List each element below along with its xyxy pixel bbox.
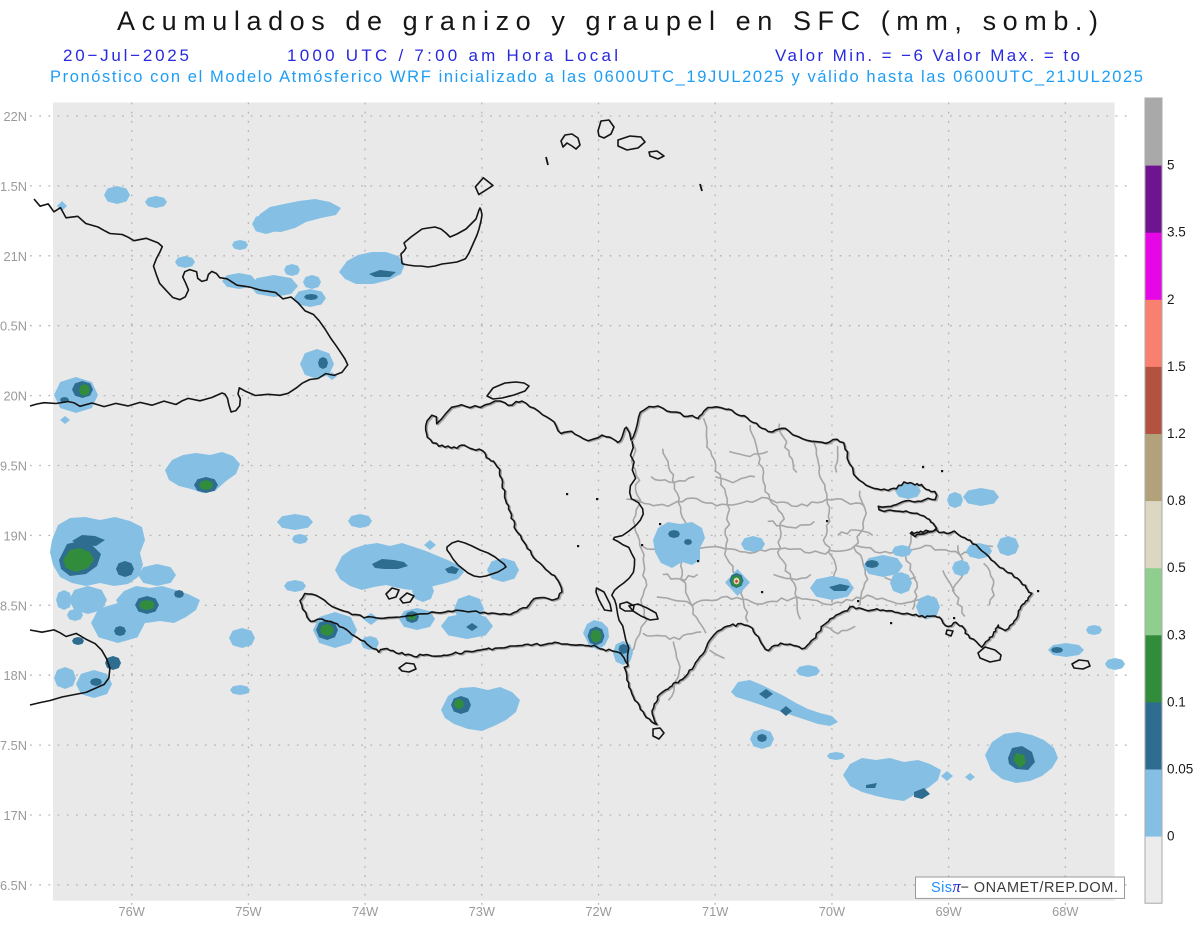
- svg-text:0.5N: 0.5N: [0, 319, 27, 334]
- svg-text:0.05: 0.05: [1167, 762, 1193, 777]
- svg-text:7.5N: 7.5N: [0, 738, 27, 753]
- svg-text:Pronóstico con el Modelo Atmós: Pronóstico con el Modelo Atmósferico WRF…: [50, 68, 1143, 86]
- svg-text:21N: 21N: [4, 249, 27, 264]
- svg-text:6.5N: 6.5N: [0, 878, 27, 893]
- svg-text:22N: 22N: [4, 109, 27, 124]
- svg-text:74W: 74W: [352, 904, 379, 919]
- svg-text:1.5N: 1.5N: [0, 179, 27, 194]
- svg-text:0.8: 0.8: [1167, 493, 1186, 508]
- svg-text:0.3: 0.3: [1167, 627, 1186, 642]
- svg-text:76W: 76W: [119, 904, 146, 919]
- svg-text:18N: 18N: [4, 668, 27, 683]
- svg-text:0.5: 0.5: [1167, 560, 1186, 575]
- svg-text:9.5N: 9.5N: [0, 459, 27, 474]
- svg-text:0: 0: [1167, 829, 1175, 844]
- svg-text:17N: 17N: [4, 808, 27, 823]
- svg-text:5: 5: [1167, 158, 1175, 173]
- svg-text:75W: 75W: [235, 904, 262, 919]
- svg-text:Sisπ− ONAMET/REP.DOM.: Sisπ− ONAMET/REP.DOM.: [931, 877, 1119, 896]
- svg-text:68W: 68W: [1052, 904, 1079, 919]
- svg-text:20N: 20N: [4, 389, 27, 404]
- svg-text:0.1: 0.1: [1167, 694, 1186, 709]
- svg-text:2: 2: [1167, 292, 1175, 307]
- svg-text:73W: 73W: [469, 904, 496, 919]
- svg-text:69W: 69W: [935, 904, 962, 919]
- svg-text:19N: 19N: [4, 528, 27, 543]
- svg-text:72W: 72W: [585, 904, 612, 919]
- svg-text:1.5: 1.5: [1167, 359, 1186, 374]
- svg-text:20−Jul−2025: 20−Jul−2025: [63, 46, 189, 65]
- svg-text:1000 UTC / 7:00 am Hora Local: 1000 UTC / 7:00 am Hora Local: [287, 46, 618, 65]
- svg-text:Acumulados de granizo y graupe: Acumulados de granizo y graupel en SFC (…: [117, 6, 1098, 36]
- svg-text:Valor Min. = −6 Valor Max. =: Valor Min. = −6 Valor Max. = to: [775, 46, 1080, 65]
- svg-text:8.5N: 8.5N: [0, 598, 27, 613]
- svg-text:71W: 71W: [702, 904, 729, 919]
- svg-text:1.2: 1.2: [1167, 426, 1186, 441]
- svg-text:70W: 70W: [819, 904, 846, 919]
- svg-text:3.5: 3.5: [1167, 225, 1186, 240]
